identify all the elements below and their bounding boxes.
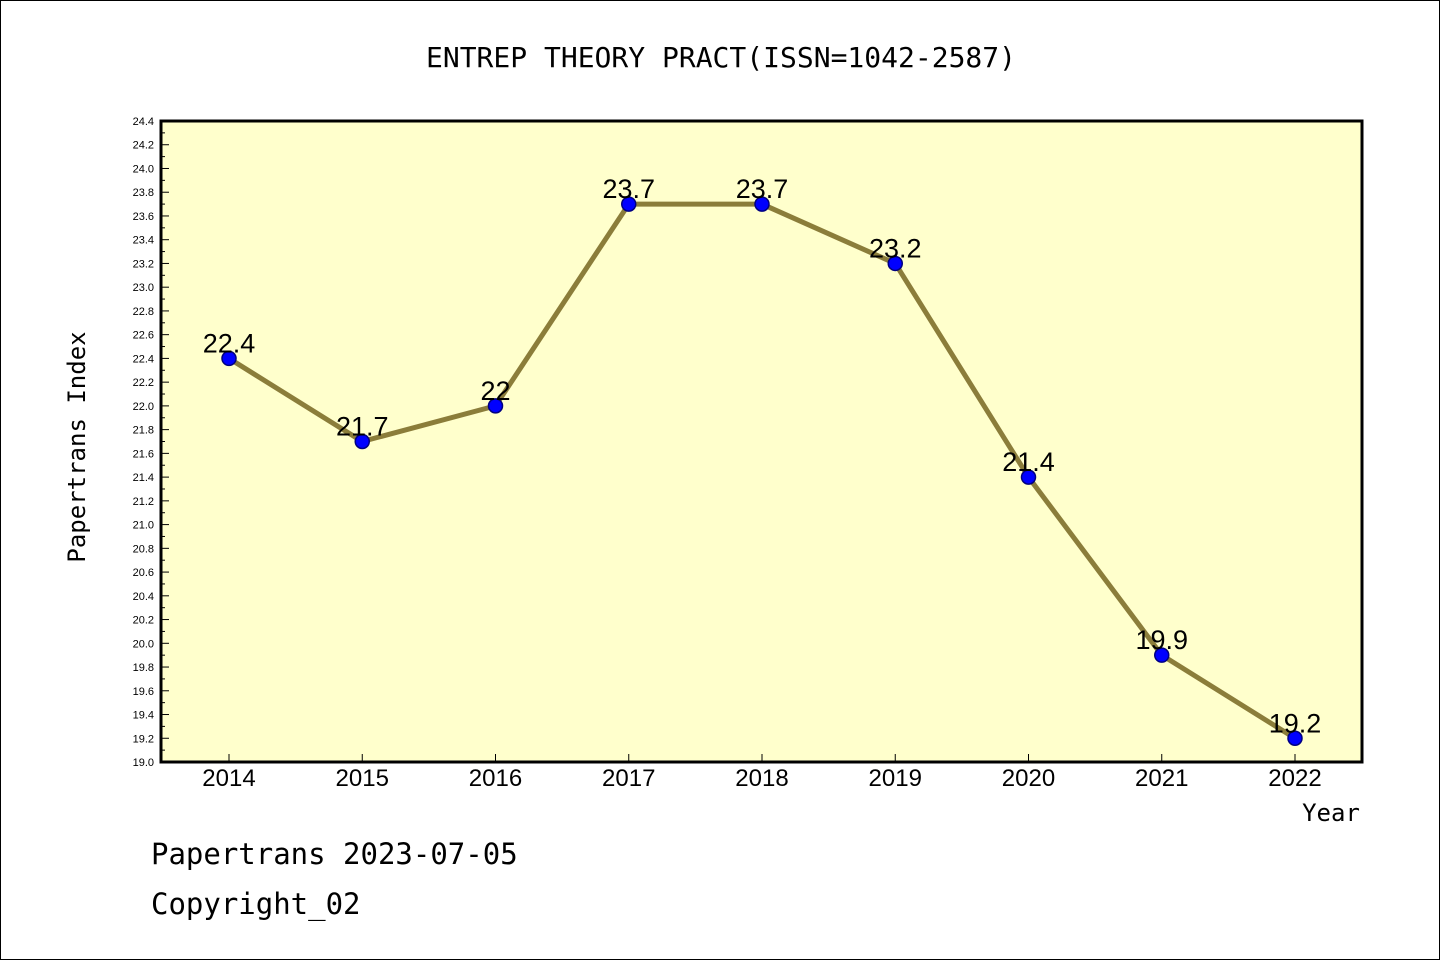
y-tick-label: 22.2 [133,377,154,389]
data-label: 23.7 [736,174,789,204]
data-point [354,433,370,450]
y-tick-label: 24.0 [133,163,154,175]
y-tick-label: 20.8 [133,543,154,555]
data-label: 21.7 [336,412,389,442]
x-axis-ticks: 2014 2015 2016 2017 2018 2019 2020 2021 2022 [202,754,1322,792]
data-point [1154,647,1170,663]
y-tick-label: 20.0 [133,638,154,650]
y-tick-label: 19.4 [133,710,154,722]
y-tick-label: 22.8 [133,306,154,318]
x-axis-title: Year [1302,799,1360,827]
y-tick-label: 20.6 [133,567,154,579]
footer-copyright: Copyright_02 [151,887,361,921]
y-tick-label: 19.6 [133,686,154,698]
y-tick-label: 23.8 [133,187,154,199]
y-tick-label: 19.2 [133,733,154,745]
data-labels: 22.4 21.7 22 23.7 23.7 23.2 21.4 19.9 19.2 [203,174,1322,738]
data-label: 22 [480,376,510,406]
y-tick-label: 23.2 [133,258,154,270]
y-axis-ticks: 19.0 19.2 19.4 19.6 19.8 20.0 20.2 20.4 20.6 20.8… [133,116,169,769]
x-tick-label: 2015 [336,765,389,792]
y-tick-label: 22.6 [133,330,154,342]
x-tick-label: 2018 [735,765,788,792]
plot-border [159,119,1364,764]
data-label: 19.2 [1269,708,1322,738]
y-tick-label: 23.0 [133,282,154,294]
data-point [221,350,237,367]
y-tick-label: 20.2 [133,615,154,627]
x-tick-label: 2014 [202,765,255,792]
chart-title: ENTREP THEORY PRACT(ISSN=1042-2587) [426,41,1016,74]
data-point [487,398,504,414]
y-tick-label: 21.8 [133,425,154,437]
y-tick-label: 23.6 [133,211,154,223]
y-tick-label: 22.4 [133,353,154,365]
y-tick-label: 24.4 [133,116,154,128]
x-tick-label: 2016 [469,765,522,792]
y-axis-title: Papertrans Index [63,331,91,562]
y-tick-label: 23.4 [133,235,154,247]
y-tick-label: 20.4 [133,591,154,603]
y-tick-label: 21.4 [133,472,154,484]
y-tick-label: 21.2 [133,496,154,508]
x-tick-label: 2021 [1135,765,1188,792]
y-tick-label: 19.0 [133,757,154,769]
x-tick-label: 2019 [869,765,922,792]
y-tick-label: 21.6 [133,448,154,460]
data-label: 23.2 [869,233,922,263]
data-point [1287,730,1303,747]
y-tick-label: 22.0 [133,401,154,413]
data-label: 23.7 [602,174,655,204]
y-tick-label: 21.0 [133,520,154,532]
data-markers [221,196,1303,747]
data-point [1020,469,1037,485]
data-label: 22.4 [203,328,256,358]
y-tick-label: 19.8 [133,662,154,674]
x-tick-label: 2022 [1268,765,1321,792]
y-tick-label: 24.2 [133,140,154,152]
data-point [887,255,903,272]
data-label: 19.9 [1135,625,1188,655]
x-tick-label: 2017 [602,765,655,792]
footer-date: Papertrans 2023-07-05 [151,837,518,871]
data-point [621,196,637,212]
data-label: 21.4 [1002,447,1055,477]
data-point [754,196,770,212]
x-tick-label: 2020 [1002,765,1055,792]
